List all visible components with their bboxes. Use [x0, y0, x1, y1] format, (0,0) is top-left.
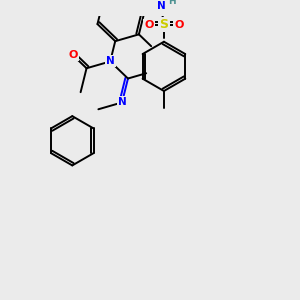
Text: N: N: [157, 1, 166, 11]
Text: H: H: [168, 0, 176, 6]
Text: O: O: [144, 20, 154, 30]
Text: O: O: [68, 50, 78, 60]
Text: O: O: [174, 20, 184, 30]
Text: S: S: [159, 18, 168, 31]
Text: N: N: [118, 98, 126, 107]
Text: N: N: [106, 56, 115, 66]
